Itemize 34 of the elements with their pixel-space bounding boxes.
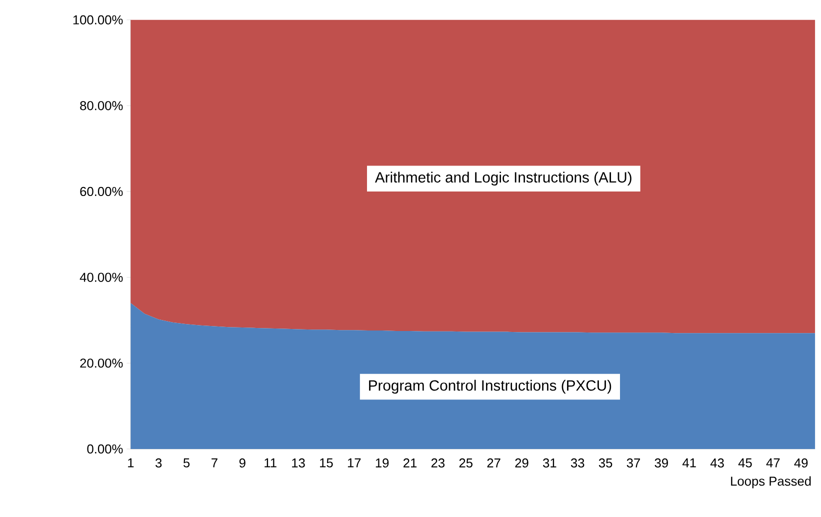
y-tick-label: 80.00%: [80, 101, 123, 110]
annotation: Arithmetic and Logic Instructions (ALU): [374, 172, 632, 186]
x-tick-label: 41: [682, 458, 696, 468]
x-tick-label: 33: [570, 458, 584, 468]
y-tick-label: 40.00%: [80, 273, 123, 282]
x-tick-label: 39: [654, 458, 668, 468]
x-tick-label: 45: [738, 458, 752, 468]
x-tick-label: 5: [183, 458, 190, 468]
y-tick-label: 100.00%: [73, 16, 123, 25]
annotation: Program Control Instructions (PXCU): [369, 380, 612, 394]
x-tick-label: 37: [626, 458, 640, 468]
x-tick-label: 11: [264, 458, 276, 468]
x-tick-label: 13: [292, 458, 305, 468]
x-tick-label: 27: [487, 458, 500, 468]
x-tick-label: 3: [156, 458, 162, 468]
x-tick-label: 1: [128, 458, 134, 468]
x-axis-title: Loops Passed: [731, 476, 811, 489]
x-tick-label: 15: [320, 458, 333, 468]
x-tick-label: 19: [376, 458, 389, 468]
x-tick-label: 49: [794, 458, 808, 468]
x-tick-label: 31: [543, 458, 556, 468]
x-tick-label: 17: [348, 458, 361, 468]
x-tick-label: 23: [431, 458, 445, 468]
x-tick-label: 47: [766, 458, 780, 468]
x-tick-label: 35: [598, 458, 612, 468]
x-tick-label: 7: [212, 458, 218, 468]
x-tick-label: 29: [515, 458, 528, 468]
x-tick-label: 25: [459, 458, 472, 468]
y-tick-label: 60.00%: [80, 187, 123, 196]
y-tick-label: 20.00%: [80, 358, 123, 368]
x-tick-label: 43: [710, 458, 724, 468]
x-tick-label: 21: [404, 458, 417, 468]
x-tick-label: 9: [239, 458, 246, 468]
y-tick-label: 0.00%: [87, 444, 123, 454]
